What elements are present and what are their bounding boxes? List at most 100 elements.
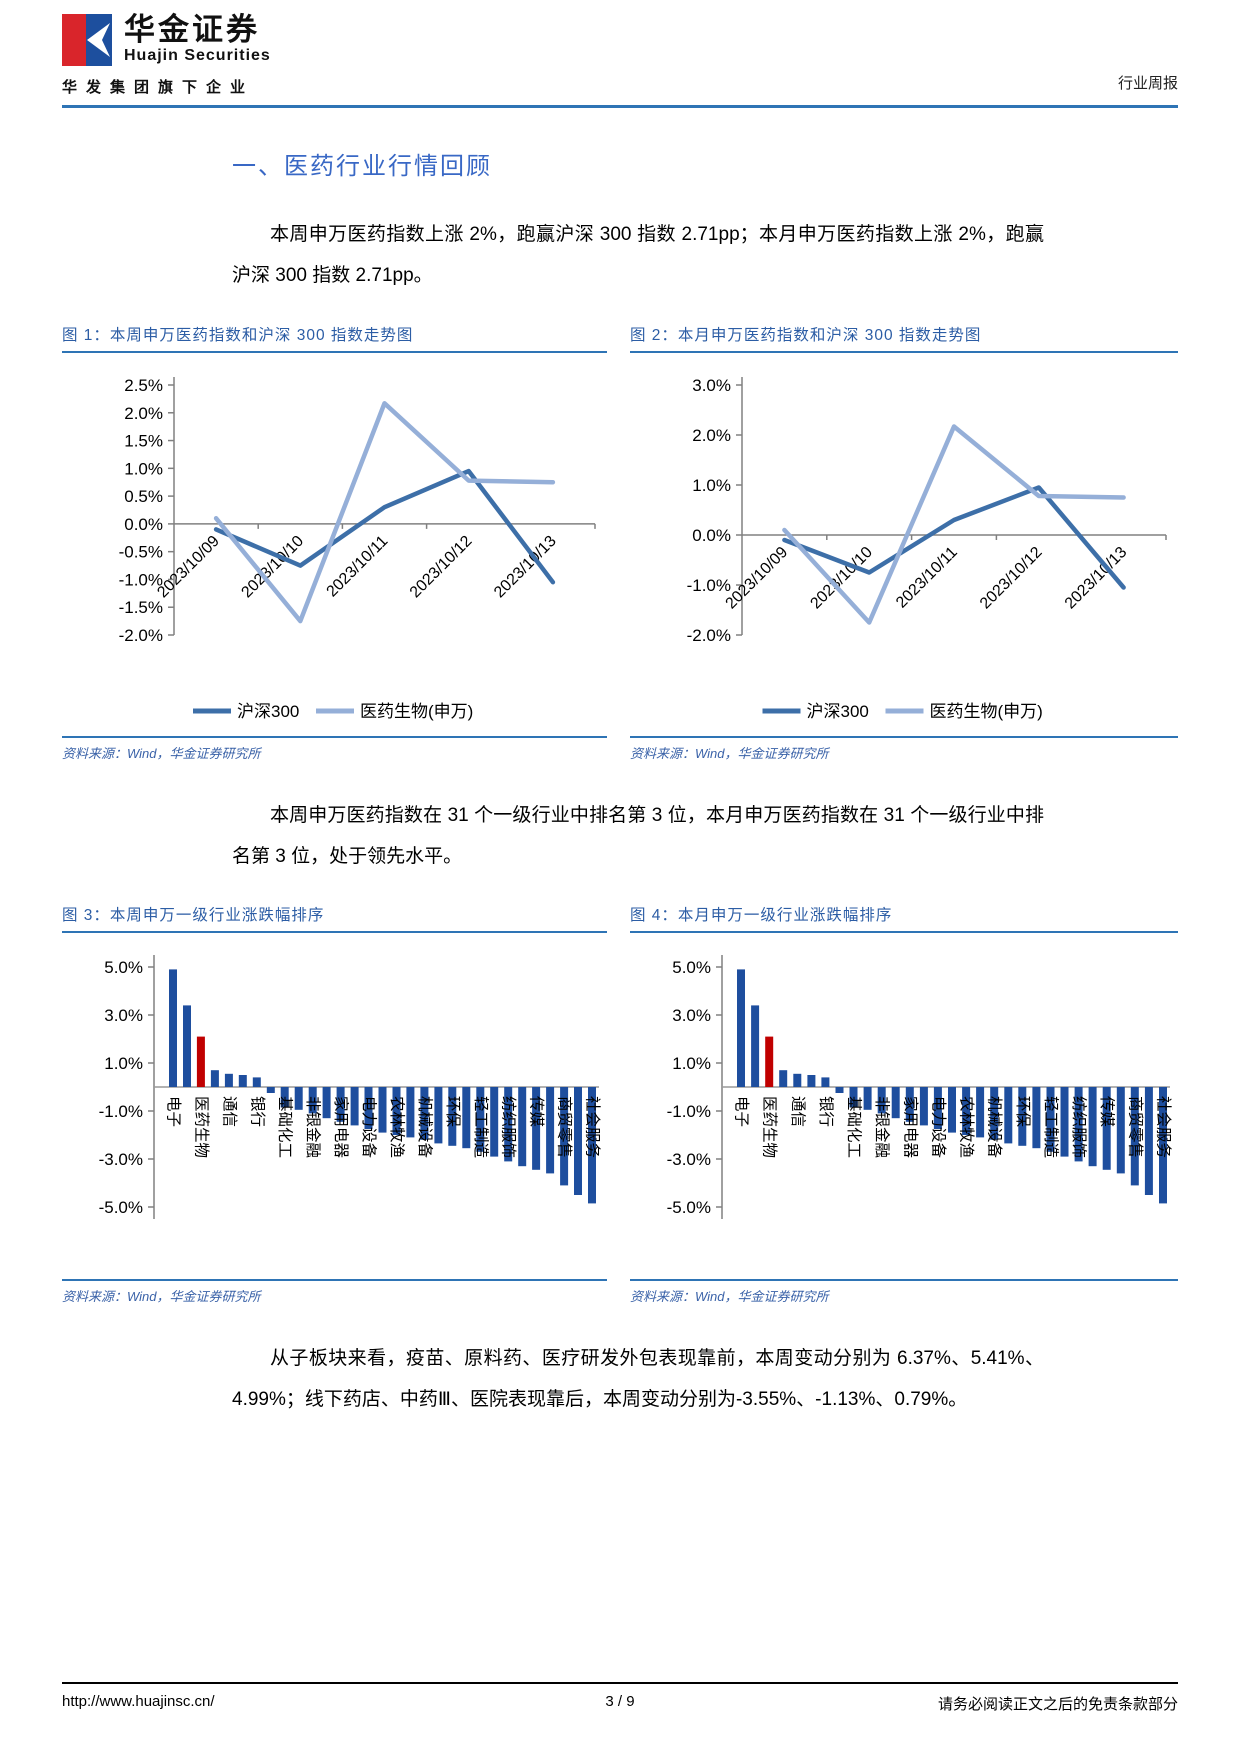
svg-text:-5.0%: -5.0% bbox=[667, 1198, 711, 1217]
figure-3: 图 3：本周申万一级行业涨跌幅排序 5.0% 3.0% 1.0% -1.0% -3.0%… bbox=[62, 903, 607, 1305]
svg-text:非银金融: 非银金融 bbox=[873, 1096, 891, 1158]
svg-text:2023/10/09: 2023/10/09 bbox=[154, 532, 223, 601]
svg-text:-1.0%: -1.0% bbox=[119, 570, 163, 589]
svg-text:机械设备: 机械设备 bbox=[416, 1096, 434, 1159]
svg-text:医药生物: 医药生物 bbox=[192, 1096, 210, 1158]
figure-1: 图 1：本周申万医药指数和沪深 300 指数走势图 2.5% 2.0% 1.5% 1.… bbox=[62, 323, 607, 762]
svg-text:电力设备: 电力设备 bbox=[929, 1096, 947, 1159]
svg-text:0.0%: 0.0% bbox=[124, 515, 163, 534]
svg-text:通信: 通信 bbox=[789, 1096, 807, 1127]
svg-text:环保: 环保 bbox=[444, 1096, 462, 1128]
header-divider bbox=[62, 105, 1178, 108]
brand-name-en: Huajin Securities bbox=[124, 46, 271, 64]
svg-text:0.5%: 0.5% bbox=[124, 487, 163, 506]
svg-text:电子: 电子 bbox=[165, 1096, 183, 1127]
svg-text:社会服务: 社会服务 bbox=[1155, 1096, 1173, 1158]
figure-2: 图 2：本月申万医药指数和沪深 300 指数走势图 3.0% 2.0% 1.0% 0.… bbox=[630, 323, 1178, 762]
svg-text:5.0%: 5.0% bbox=[672, 958, 711, 977]
svg-text:纺织服饰: 纺织服饰 bbox=[500, 1096, 518, 1158]
svg-text:5.0%: 5.0% bbox=[104, 958, 143, 977]
svg-text:电子: 电子 bbox=[733, 1096, 751, 1127]
brand-block: 华金证券 Huajin Securities bbox=[124, 12, 271, 65]
figure-row-line-charts: 图 1：本周申万医药指数和沪深 300 指数走势图 2.5% 2.0% 1.5% 1.… bbox=[62, 323, 1178, 762]
svg-text:轻工制造: 轻工制造 bbox=[1042, 1096, 1060, 1159]
svg-text:3.0%: 3.0% bbox=[104, 1006, 143, 1025]
svg-text:1.0%: 1.0% bbox=[672, 1054, 711, 1073]
svg-text:1.0%: 1.0% bbox=[124, 459, 163, 478]
svg-text:3.0%: 3.0% bbox=[692, 376, 731, 395]
svg-text:-2.0%: -2.0% bbox=[687, 626, 731, 645]
svg-text:-1.0%: -1.0% bbox=[99, 1102, 143, 1121]
footer-url-link[interactable]: http://www.huajinsc.cn/ bbox=[62, 1693, 215, 1710]
svg-text:轻工制造: 轻工制造 bbox=[472, 1096, 490, 1159]
svg-text:-3.0%: -3.0% bbox=[667, 1150, 711, 1169]
svg-text:-1.0%: -1.0% bbox=[687, 576, 731, 595]
section-title: 一、医药行业行情回顾 bbox=[232, 153, 492, 180]
svg-text:农林牧渔: 农林牧渔 bbox=[388, 1096, 406, 1158]
doc-type-label: 行业周报 bbox=[1117, 75, 1178, 92]
svg-text:2023/10/12: 2023/10/12 bbox=[407, 532, 476, 601]
page-header: 华金证券 Huajin Securities 华发集团旗下企业 行业周报 bbox=[0, 0, 1240, 97]
figure-4: 图 4：本月申万一级行业涨跌幅排序 5.0% 3.0% 1.0% -1.0% -3.0%… bbox=[630, 903, 1178, 1305]
svg-text:2.0%: 2.0% bbox=[124, 403, 163, 422]
svg-text:2023/10/12: 2023/10/12 bbox=[977, 543, 1046, 612]
line-chart-week: 2.5% 2.0% 1.5% 1.0% 0.5% 0.0% -0.5% -1.0% -1.5% -… bbox=[62, 353, 607, 736]
svg-text:电力设备: 电力设备 bbox=[360, 1096, 378, 1159]
svg-text:家用电器: 家用电器 bbox=[332, 1096, 350, 1159]
figure-1-caption: 图 1：本周申万医药指数和沪深 300 指数走势图 bbox=[62, 323, 607, 353]
svg-text:2.0%: 2.0% bbox=[692, 426, 731, 445]
svg-text:-1.5%: -1.5% bbox=[119, 598, 163, 617]
svg-text:-1.0%: -1.0% bbox=[667, 1102, 711, 1121]
svg-text:-2.0%: -2.0% bbox=[119, 626, 163, 645]
svg-text:3.0%: 3.0% bbox=[672, 1006, 711, 1025]
figure-2-source: 资料来源：Wind，华金证券研究所 bbox=[630, 735, 1178, 762]
page-number: 3 / 9 bbox=[605, 1693, 635, 1710]
page-footer: http://www.huajinsc.cn/ 3 / 9 请务必阅读正文之后的… bbox=[62, 1682, 1178, 1714]
svg-text:-5.0%: -5.0% bbox=[99, 1198, 143, 1217]
figure-row-bar-charts: 图 3：本周申万一级行业涨跌幅排序 5.0% 3.0% 1.0% -1.0% -3.0%… bbox=[62, 903, 1178, 1305]
svg-text:2.5%: 2.5% bbox=[124, 376, 163, 395]
svg-text:传媒: 传媒 bbox=[1098, 1096, 1116, 1128]
svg-text:-3.0%: -3.0% bbox=[99, 1150, 143, 1169]
svg-text:1.0%: 1.0% bbox=[104, 1054, 143, 1073]
figure-3-caption: 图 3：本周申万一级行业涨跌幅排序 bbox=[62, 903, 607, 934]
bar-chart-month: 5.0% 3.0% 1.0% -1.0% -3.0% -5.0% 电子 医药生物 通信 银行 基础化… bbox=[630, 933, 1178, 1279]
svg-text:银行: 银行 bbox=[817, 1096, 835, 1127]
paragraph-ranking: 本周申万医药指数在 31 个一级行业中排名第 3 位，本月申万医药指数在 31 … bbox=[232, 804, 1044, 867]
figure-2-caption: 图 2：本月申万医药指数和沪深 300 指数走势图 bbox=[630, 323, 1178, 353]
svg-text:沪深300: 沪深300 bbox=[807, 702, 869, 721]
figure-4-source: 资料来源：Wind，华金证券研究所 bbox=[630, 1279, 1178, 1305]
svg-text:机械设备: 机械设备 bbox=[986, 1096, 1004, 1159]
paragraph-week-month-summary: 本周申万医药指数上涨 2%，跑赢沪深 300 指数 2.71pp；本月申万医药指… bbox=[232, 224, 1044, 286]
svg-text:基础化工: 基础化工 bbox=[276, 1096, 294, 1158]
svg-text:2023/10/09: 2023/10/09 bbox=[723, 543, 792, 612]
svg-text:通信: 通信 bbox=[220, 1096, 238, 1127]
footer-disclaimer: 请务必阅读正文之后的免责条款部分 bbox=[937, 1696, 1178, 1713]
bar-chart-week: 5.0% 3.0% 1.0% -1.0% -3.0% -5.0% 电子 医药生物 通信 银行 基础化… bbox=[62, 933, 607, 1279]
svg-text:1.0%: 1.0% bbox=[692, 476, 731, 495]
paragraph-subsectors: 从子板块来看，疫苗、原料药、医疗研发外包表现靠前，本周变动分别为 6.37%、5… bbox=[232, 1348, 1044, 1411]
svg-text:环保: 环保 bbox=[1014, 1096, 1032, 1128]
svg-text:0.0%: 0.0% bbox=[692, 526, 731, 545]
figure-4-caption: 图 4：本月申万一级行业涨跌幅排序 bbox=[630, 903, 1178, 934]
svg-text:银行: 银行 bbox=[248, 1096, 266, 1127]
brand-tagline: 华发集团旗下企业 bbox=[62, 79, 255, 96]
svg-text:商贸零售: 商贸零售 bbox=[556, 1096, 574, 1158]
svg-text:农林牧渔: 农林牧渔 bbox=[958, 1096, 976, 1158]
svg-text:医药生物: 医药生物 bbox=[761, 1096, 779, 1158]
main-content: 一、医药行业行情回顾 本周申万医药指数上涨 2%，跑赢沪深 300 指数 2.7… bbox=[0, 146, 1240, 1421]
figure-3-source: 资料来源：Wind，华金证券研究所 bbox=[62, 1279, 607, 1305]
huajin-logo-icon bbox=[62, 14, 112, 66]
svg-text:医药生物(申万): 医药生物(申万) bbox=[930, 702, 1043, 721]
svg-text:传媒: 传媒 bbox=[528, 1096, 546, 1128]
svg-text:社会服务: 社会服务 bbox=[584, 1096, 602, 1158]
svg-text:-0.5%: -0.5% bbox=[119, 542, 163, 561]
svg-text:沪深300: 沪深300 bbox=[237, 702, 299, 721]
figure-1-source: 资料来源：Wind，华金证券研究所 bbox=[62, 735, 607, 762]
svg-text:商贸零售: 商贸零售 bbox=[1126, 1096, 1144, 1158]
svg-text:家用电器: 家用电器 bbox=[901, 1096, 919, 1159]
svg-text:非银金融: 非银金融 bbox=[304, 1096, 322, 1158]
brand-name-cn: 华金证券 bbox=[124, 12, 260, 47]
svg-text:医药生物(申万): 医药生物(申万) bbox=[360, 702, 473, 721]
